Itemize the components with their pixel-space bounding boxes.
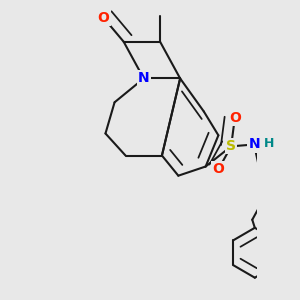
Text: N: N <box>138 71 149 85</box>
Text: O: O <box>229 111 241 125</box>
Text: O: O <box>212 162 224 176</box>
Text: S: S <box>226 139 236 153</box>
Text: N: N <box>248 137 260 152</box>
Text: O: O <box>98 11 109 25</box>
Text: H: H <box>264 137 274 150</box>
